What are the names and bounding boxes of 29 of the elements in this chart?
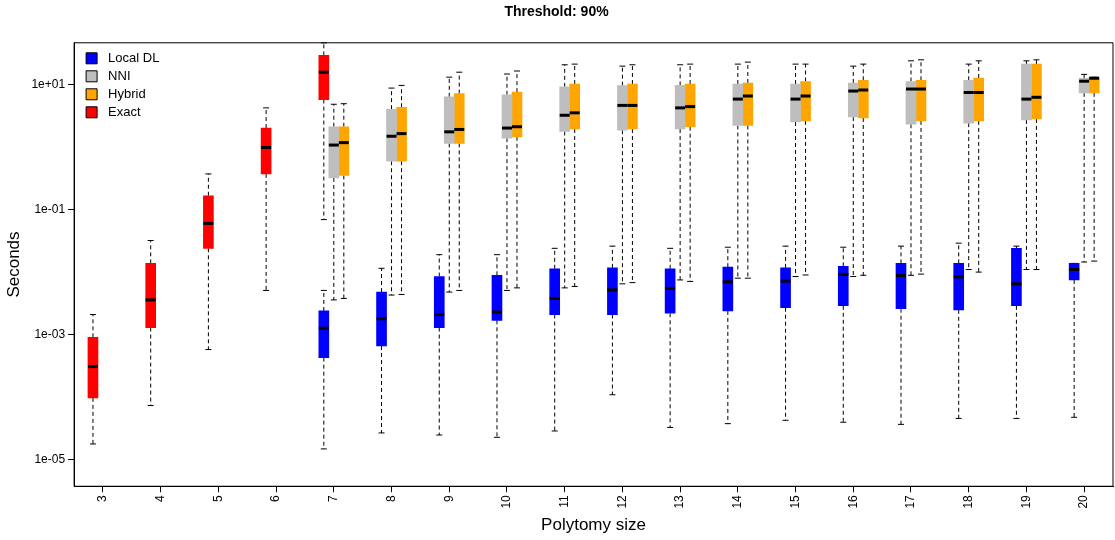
x-tick-label: 7 <box>326 494 341 502</box>
legend-label: Exact <box>108 104 141 120</box>
x-tick-label: 10 <box>499 494 514 509</box>
x-tick-label: 14 <box>730 494 745 509</box>
x-tick-label: 13 <box>672 494 687 509</box>
x-tick-label: 3 <box>95 494 110 502</box>
x-axis-title: Polytomy size <box>541 515 646 535</box>
x-tick-label: 17 <box>903 494 918 509</box>
legend-label: NNI <box>108 68 131 84</box>
legend-label: Local DL <box>108 50 160 66</box>
x-tick-label: 8 <box>383 494 398 502</box>
x-tick-label: 18 <box>961 494 976 509</box>
y-axis-title: Seconds <box>3 231 23 298</box>
y-tick-label: 1e-05 <box>34 452 66 467</box>
chart-title: Threshold: 90% <box>504 3 610 20</box>
x-tick-label: 4 <box>152 494 167 502</box>
x-tick-label: 11 <box>557 494 572 508</box>
y-tick-label: 1e-01 <box>34 201 66 216</box>
legend-label: Hybrid <box>108 86 146 102</box>
x-tick-label: 12 <box>614 494 629 509</box>
x-tick-label: 20 <box>1076 494 1091 509</box>
x-tick-label: 15 <box>787 494 802 509</box>
x-tick-label: 9 <box>441 494 456 502</box>
x-tick-label: 19 <box>1018 494 1033 509</box>
y-tick-label: 1e-03 <box>34 327 66 342</box>
x-tick-label: 16 <box>845 494 860 509</box>
x-tick-label: 5 <box>210 494 225 502</box>
y-tick-label: 1e+01 <box>31 76 66 91</box>
x-tick-label: 6 <box>268 494 283 502</box>
